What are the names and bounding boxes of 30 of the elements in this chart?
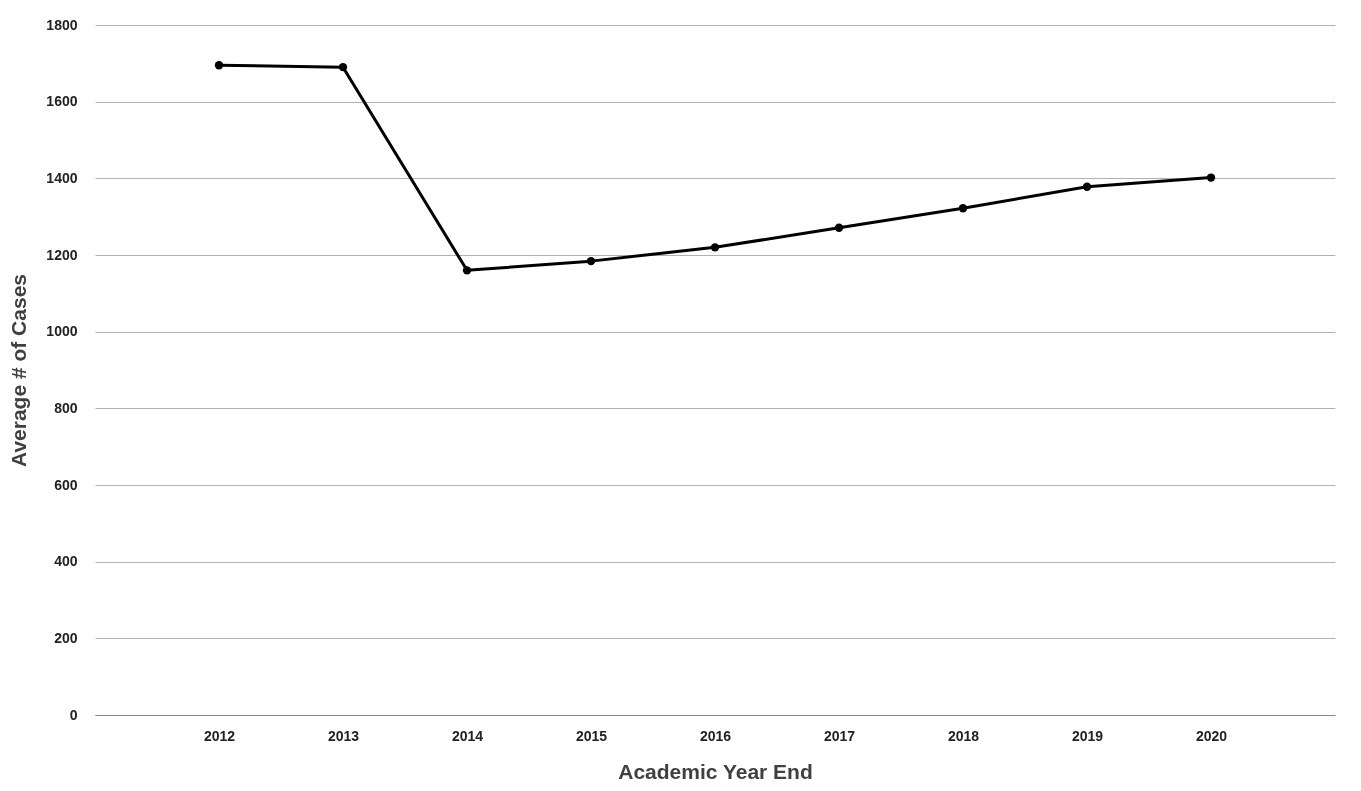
y-axis-title: Average # of Cases [7,274,31,467]
point [462,266,472,275]
y-tick-label: 1200 [46,246,78,263]
x-tick-label: 2015 [575,727,608,744]
x-tick-label: 2019 [1071,727,1104,744]
x-tick-label: 2020 [1195,727,1228,744]
y-tick-label: 1400 [46,169,78,186]
y-tick-label: 0 [69,706,78,723]
y-tick-label: 1800 [46,16,78,33]
x-tick-label: 2013 [327,727,360,744]
x-tick-label: 2016 [699,727,732,744]
point [1082,182,1092,191]
y-tick-label: 1000 [46,323,78,340]
x-tick-label: 2017 [823,727,856,744]
x-axis-title: Academic Year End [618,759,813,783]
point [834,223,844,232]
point [1206,173,1216,182]
x-tick-label: 2014 [451,727,484,744]
y-tick-label: 200 [54,629,78,646]
x-tick-label: 2012 [203,727,236,744]
y-tick-label: 800 [54,399,78,416]
y-tick-label: 600 [54,476,78,493]
point [958,204,968,213]
point [586,256,596,266]
x-tick-label: 2018 [947,727,980,744]
point [338,62,348,72]
y-tick-label: 400 [54,553,78,570]
y-tick-label: 1600 [46,93,78,110]
point [710,243,720,252]
point [214,61,224,70]
